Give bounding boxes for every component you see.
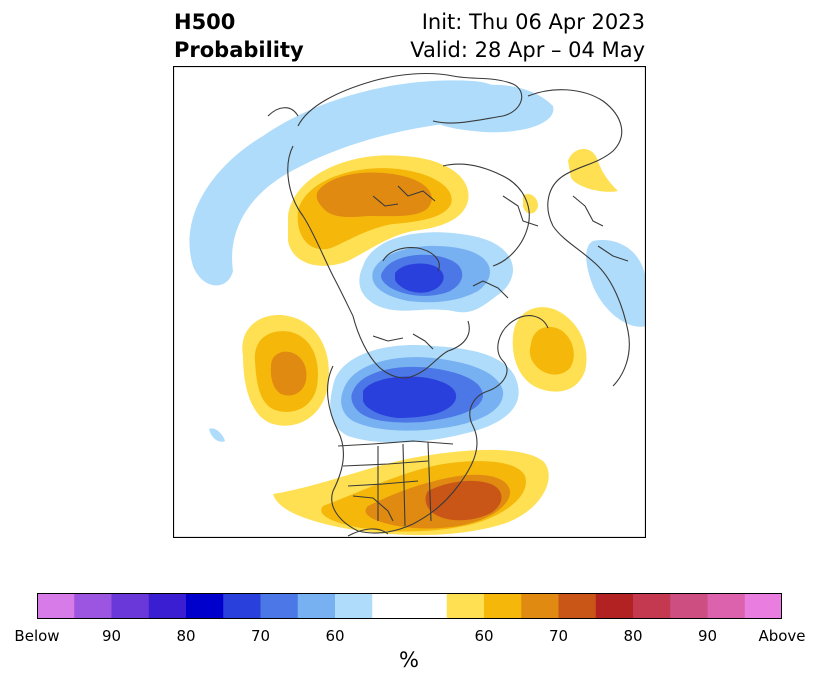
pacific-above-70 (270, 351, 307, 396)
colorbar-frame (37, 593, 782, 619)
colorbar (37, 593, 782, 619)
colorbar-segment (633, 593, 671, 619)
colorbar-tick-label: Above (758, 627, 806, 645)
colorbar-segment (558, 593, 597, 619)
colorbar-segment (670, 593, 708, 619)
colorbar-segment (148, 593, 187, 619)
title-right: Init: Thu 06 Apr 2023 Valid: 28 Apr – 04… (410, 8, 645, 64)
coastlines (267, 73, 630, 537)
colorbar-segment (446, 593, 485, 619)
colorbar-tick-label: 60 (474, 627, 494, 645)
colorbar-tick-label: 60 (325, 627, 345, 645)
colorbar-segment (335, 593, 373, 619)
colorbar-segment (372, 593, 410, 619)
colorbar-tick-label: 80 (176, 627, 196, 645)
colorbar-tick-label: 90 (101, 627, 122, 645)
arctic-below-80 (395, 263, 444, 293)
colorbar-segment (707, 593, 746, 619)
eastern-below-zone (586, 240, 646, 327)
colorbar-segment (484, 593, 522, 619)
colorbar-unit-label: % (399, 648, 419, 672)
atlantic-above-60 (529, 326, 574, 375)
title-variable: H500 (174, 10, 236, 34)
asia-below-zone (422, 84, 554, 133)
probability-map (173, 66, 646, 538)
us-above-80 (425, 480, 502, 521)
colorbar-segment (111, 593, 150, 619)
na-below-80 (363, 376, 457, 418)
title-valid-range: Valid: 28 Apr – 04 May (410, 38, 645, 62)
colorbar-segment (74, 593, 112, 619)
siberia-above-70 (316, 172, 432, 218)
colorbar-tick-label: 70 (250, 627, 271, 645)
colorbar-tick-label: Below (14, 627, 60, 645)
colorbar-segment (521, 593, 559, 619)
colorbar-segment (37, 593, 75, 619)
colorbar-segment (260, 593, 299, 619)
ne-above-patch (568, 148, 618, 192)
colorbar-segment (297, 593, 336, 619)
colorbar-tick-label: 70 (548, 627, 569, 645)
title-product: Probability (174, 38, 304, 62)
map-frame (173, 66, 646, 538)
colorbar-tick-label: 90 (697, 627, 718, 645)
colorbar-tick-label: 80 (623, 627, 643, 645)
small-below-patch (209, 428, 225, 442)
title-left: H500 Probability (174, 8, 304, 64)
colorbar-segment (409, 593, 448, 619)
colorbar-segment (186, 593, 224, 619)
colorbar-segment (744, 593, 782, 619)
colorbar-segment (223, 593, 261, 619)
colorbar-segment (595, 593, 634, 619)
title-init-date: Init: Thu 06 Apr 2023 (421, 10, 645, 34)
asia-above-patch (523, 194, 538, 214)
